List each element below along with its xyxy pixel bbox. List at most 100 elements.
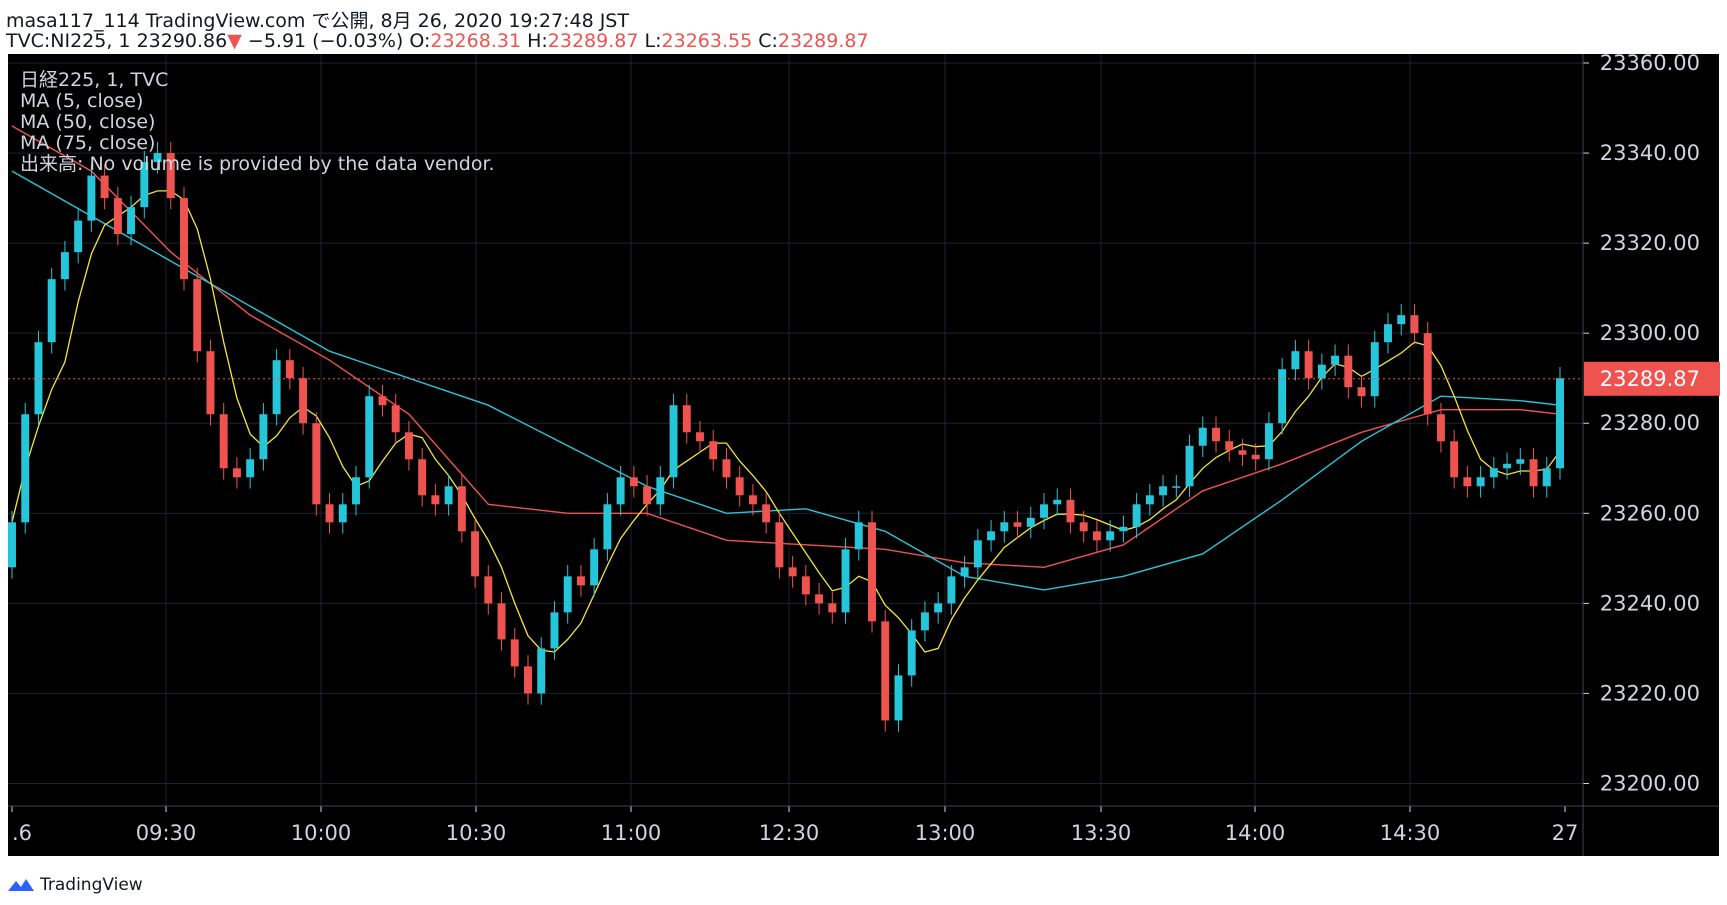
- candle-body[interactable]: [815, 594, 824, 604]
- candle-body[interactable]: [47, 279, 56, 343]
- candle-body[interactable]: [193, 279, 202, 352]
- candle-body[interactable]: [246, 459, 255, 478]
- candle-body[interactable]: [1040, 504, 1048, 518]
- candle-body[interactable]: [894, 675, 903, 721]
- candle-body[interactable]: [153, 153, 162, 163]
- candle-body[interactable]: [418, 459, 427, 496]
- candle-body[interactable]: [920, 612, 929, 631]
- candle-body[interactable]: [603, 504, 612, 550]
- candle-body[interactable]: [1370, 342, 1379, 397]
- candle-body[interactable]: [1516, 459, 1525, 464]
- candle-body[interactable]: [696, 432, 704, 442]
- candle-body[interactable]: [801, 576, 810, 595]
- candle-body[interactable]: [722, 459, 731, 478]
- candle-body[interactable]: [510, 639, 519, 667]
- tradingview-logo[interactable]: TradingView: [8, 875, 143, 895]
- candle-body[interactable]: [1066, 499, 1075, 523]
- candle-body[interactable]: [1331, 355, 1340, 365]
- candle-body[interactable]: [1489, 468, 1498, 478]
- candle-body[interactable]: [868, 522, 876, 622]
- candle-body[interactable]: [338, 504, 347, 523]
- candle-body[interactable]: [881, 621, 890, 721]
- candle-body[interactable]: [1278, 369, 1287, 424]
- candle-body[interactable]: [1172, 486, 1181, 488]
- candle-body[interactable]: [444, 486, 453, 505]
- candle-body[interactable]: [735, 477, 744, 496]
- candle-body[interactable]: [537, 648, 546, 694]
- candle-body[interactable]: [1384, 324, 1392, 343]
- candle-body[interactable]: [524, 666, 532, 694]
- candle-body[interactable]: [325, 504, 334, 523]
- candle-body[interactable]: [709, 441, 718, 460]
- candle-body[interactable]: [484, 576, 493, 604]
- candle-body[interactable]: [841, 549, 850, 613]
- candle-body[interactable]: [1198, 427, 1207, 446]
- candle-body[interactable]: [1542, 468, 1551, 487]
- candle-body[interactable]: [762, 504, 771, 523]
- candle-body[interactable]: [1450, 441, 1459, 478]
- candle-body[interactable]: [1092, 531, 1101, 541]
- candle-body[interactable]: [180, 198, 188, 280]
- candle-body[interactable]: [285, 360, 294, 379]
- candle-body[interactable]: [1000, 522, 1009, 532]
- candle-body[interactable]: [1264, 423, 1273, 460]
- candle-body[interactable]: [1529, 459, 1538, 487]
- candle-body[interactable]: [576, 576, 585, 586]
- candle-body[interactable]: [973, 540, 982, 568]
- candle-body[interactable]: [1119, 526, 1128, 532]
- candle-body[interactable]: [987, 531, 996, 541]
- candle-body[interactable]: [1304, 351, 1313, 379]
- candle-body[interactable]: [960, 567, 969, 577]
- candle-body[interactable]: [1159, 486, 1168, 496]
- candle-body[interactable]: [1556, 378, 1564, 469]
- candle-body[interactable]: [643, 486, 652, 505]
- candle-body[interactable]: [232, 468, 241, 478]
- candle-body[interactable]: [259, 414, 268, 460]
- candle-body[interactable]: [1423, 333, 1432, 415]
- candle-body[interactable]: [140, 162, 149, 208]
- candle-body[interactable]: [1503, 463, 1512, 469]
- candle-body[interactable]: [1436, 414, 1445, 442]
- candle-body[interactable]: [87, 175, 96, 221]
- candle-body[interactable]: [907, 630, 916, 676]
- candle-body[interactable]: [100, 175, 109, 199]
- candle-body[interactable]: [404, 432, 413, 460]
- candle-body[interactable]: [312, 423, 321, 505]
- candle-body[interactable]: [1463, 477, 1472, 487]
- candle-body[interactable]: [854, 522, 863, 550]
- candle-body[interactable]: [1238, 450, 1247, 455]
- candle-body[interactable]: [1410, 315, 1419, 334]
- candle-body[interactable]: [457, 486, 466, 532]
- candle-body[interactable]: [629, 477, 638, 487]
- candle-body[interactable]: [1317, 364, 1326, 379]
- candle-body[interactable]: [113, 198, 122, 235]
- candle-body[interactable]: [352, 477, 360, 505]
- candle-body[interactable]: [60, 252, 69, 280]
- candle-body[interactable]: [1212, 427, 1220, 442]
- candle-body[interactable]: [299, 378, 308, 424]
- candle-body[interactable]: [431, 495, 440, 505]
- axes[interactable]: 23200.00 23220.00 23240.00 23260.00 23280.00…: [8, 51, 1720, 856]
- candle-body[interactable]: [669, 405, 678, 478]
- candle-body[interactable]: [1476, 477, 1485, 487]
- candle-body[interactable]: [616, 477, 625, 505]
- candle-body[interactable]: [1079, 522, 1088, 532]
- candle-body[interactable]: [391, 405, 400, 433]
- candle-body[interactable]: [471, 531, 480, 577]
- candle-body[interactable]: [788, 567, 797, 577]
- candle-body[interactable]: [74, 220, 83, 253]
- candle-body[interactable]: [1185, 445, 1194, 487]
- candle-body[interactable]: [550, 612, 559, 649]
- candle-body[interactable]: [1026, 517, 1035, 527]
- candle-body[interactable]: [748, 495, 757, 505]
- candle-body[interactable]: [365, 396, 374, 478]
- candle-body[interactable]: [775, 522, 784, 568]
- candle-body[interactable]: [1225, 441, 1234, 451]
- candle-body[interactable]: [34, 342, 43, 415]
- candle-body[interactable]: [206, 351, 215, 415]
- candle-body[interactable]: [947, 576, 956, 604]
- candle-body[interactable]: [1251, 454, 1260, 460]
- candle-body[interactable]: [1145, 495, 1154, 505]
- candle-body[interactable]: [1013, 522, 1022, 527]
- candle-body[interactable]: [682, 405, 691, 433]
